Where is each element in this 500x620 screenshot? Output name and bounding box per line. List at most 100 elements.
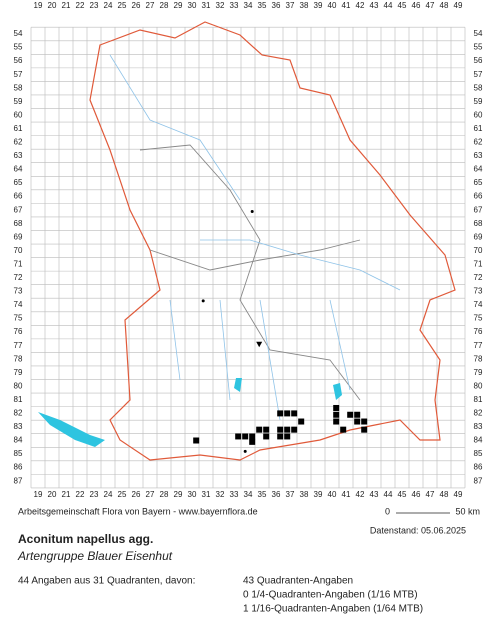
record-square (361, 426, 368, 433)
column-label: 29 (174, 1, 183, 10)
record-square (256, 426, 263, 433)
column-label: 34 (244, 490, 253, 499)
state-border (89, 21, 456, 461)
row-label: 86 (474, 463, 483, 472)
row-label: 87 (14, 476, 23, 485)
column-label: 33 (230, 1, 239, 10)
record-square (291, 426, 298, 433)
row-label: 70 (14, 246, 23, 255)
row-label: 73 (14, 287, 23, 296)
row-label: 83 (14, 422, 23, 431)
row-label: 82 (474, 409, 483, 418)
record-square (263, 433, 270, 440)
row-label: 55 (14, 43, 23, 52)
row-label: 80 (474, 381, 483, 390)
row-label: 62 (474, 138, 483, 147)
row-label: 77 (14, 341, 23, 350)
record-square (193, 437, 200, 444)
row-label: 67 (474, 205, 483, 214)
summary-count: 43 Quadranten-Angaben (243, 576, 353, 587)
column-label: 19 (34, 1, 43, 10)
record-triangle (256, 341, 263, 348)
row-label: 60 (474, 110, 483, 119)
row-label: 81 (14, 395, 23, 404)
row-label: 72 (14, 273, 23, 282)
summary-count: 1 1/16-Quadranten-Angaben (1/64 MTB) (243, 604, 423, 615)
record-square (242, 433, 249, 440)
row-label: 55 (474, 43, 483, 52)
summary-total: 44 Angaben aus 31 Quadranten, davon: (18, 576, 195, 587)
column-label: 22 (76, 1, 85, 10)
scale-end: 50 km (455, 506, 480, 516)
column-label: 29 (174, 490, 183, 499)
column-label: 35 (258, 1, 267, 10)
row-label: 68 (474, 219, 483, 228)
record-square (347, 411, 354, 418)
row-label: 75 (474, 314, 483, 323)
column-label: 41 (342, 1, 351, 10)
column-label: 39 (314, 1, 323, 10)
row-label: 56 (474, 56, 483, 65)
column-label: 33 (230, 490, 239, 499)
record-dot (201, 299, 205, 303)
column-label: 48 (440, 1, 449, 10)
row-label: 71 (14, 259, 23, 268)
record-square (263, 426, 270, 433)
record-dot (243, 449, 247, 453)
row-label: 73 (474, 287, 483, 296)
row-label: 58 (14, 83, 23, 92)
row-label: 76 (14, 327, 23, 336)
column-label: 28 (160, 1, 169, 10)
row-label: 54 (14, 29, 23, 38)
column-label: 20 (48, 1, 57, 10)
column-label: 26 (132, 490, 141, 499)
column-label: 20 (48, 490, 57, 499)
column-label: 22 (76, 490, 85, 499)
column-label: 30 (188, 1, 197, 10)
row-label: 79 (14, 368, 23, 377)
row-label: 81 (474, 395, 483, 404)
column-label: 27 (146, 1, 155, 10)
column-label: 46 (412, 490, 421, 499)
column-label: 25 (118, 1, 127, 10)
column-label: 24 (104, 1, 113, 10)
row-label: 86 (14, 463, 23, 472)
record-square (291, 410, 298, 417)
record-square (333, 411, 340, 418)
column-label: 25 (118, 490, 127, 499)
row-label: 72 (474, 273, 483, 282)
column-label: 42 (356, 490, 365, 499)
date: Datenstand: 05.06.2025 (370, 525, 466, 535)
row-label: 69 (474, 232, 483, 241)
column-label: 49 (454, 490, 463, 499)
row-label: 74 (14, 300, 23, 309)
record-square (235, 433, 242, 440)
summary-count: 0 1/4-Quadranten-Angaben (1/16 MTB) (243, 590, 418, 601)
grid (30, 26, 466, 489)
row-label: 66 (14, 192, 23, 201)
column-label: 30 (188, 490, 197, 499)
record-square (354, 418, 361, 425)
record-square (277, 426, 284, 433)
row-label: 57 (14, 70, 23, 79)
row-label: 84 (474, 436, 483, 445)
row-label: 82 (14, 409, 23, 418)
row-label: 84 (14, 436, 23, 445)
record-square (277, 433, 284, 440)
column-label: 47 (426, 1, 435, 10)
column-label: 41 (342, 490, 351, 499)
column-label: 21 (62, 1, 71, 10)
column-label: 31 (202, 490, 211, 499)
row-label: 67 (14, 205, 23, 214)
column-label: 43 (370, 490, 379, 499)
record-square (277, 410, 284, 417)
record-square (340, 426, 347, 433)
column-label: 23 (90, 1, 99, 10)
row-label: 64 (474, 165, 483, 174)
record-dot (250, 210, 254, 214)
record-square (298, 418, 305, 425)
row-label: 78 (14, 354, 23, 363)
record-square (333, 418, 340, 425)
row-label: 75 (14, 314, 23, 323)
